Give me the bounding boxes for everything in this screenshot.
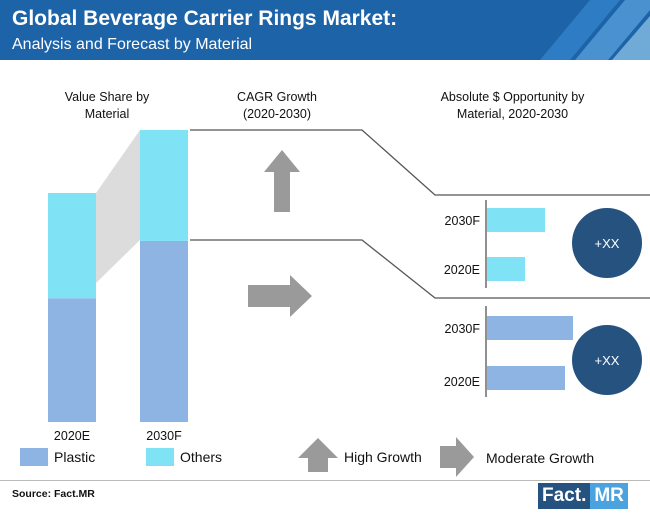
plastic-2030f-label: 2030F — [444, 322, 480, 336]
stack-connector — [96, 130, 140, 283]
plastic-opportunity-badge: +XX — [572, 325, 642, 395]
lower-connector-line — [190, 239, 650, 299]
header-banner: Global Beverage Carrier Rings Market: An… — [0, 0, 650, 60]
footer-divider — [0, 480, 650, 481]
cagr-heading: CAGR Growth (2020-2030) — [237, 90, 317, 121]
legend-moderate-growth-arrow — [440, 437, 474, 477]
bar-2020e-others — [48, 193, 96, 299]
legend-high-growth-arrow — [298, 438, 338, 472]
others-opportunity-badge: +XX — [572, 208, 642, 278]
hbar-others-2020e — [487, 257, 525, 281]
opportunity-heading: Absolute $ Opportunity by Material, 2020… — [440, 90, 585, 121]
bar-2030f-others — [140, 130, 188, 241]
chart-title: Global Beverage Carrier Rings Market: — [12, 7, 398, 30]
bar-2020e-plastic — [48, 298, 96, 422]
hbar-others-2030f — [487, 208, 545, 232]
legend-others-swatch — [146, 448, 174, 466]
source-note: Source: Fact.MR — [12, 488, 95, 500]
high-growth-arrow — [264, 150, 300, 212]
header-stripes — [540, 0, 650, 60]
category-label-2020e: 2020E — [53, 429, 91, 443]
chart-subtitle: Analysis and Forecast by Material — [12, 36, 253, 53]
legend-plastic-label: Plastic — [54, 449, 96, 465]
value-share-heading: Value Share by Material — [64, 90, 150, 121]
others-2030f-label: 2030F — [444, 214, 480, 228]
legend-others-label: Others — [180, 449, 223, 465]
legend-plastic-swatch — [20, 448, 48, 466]
hbar-plastic-2030f — [487, 316, 573, 340]
legend-high-growth-label: High Growth — [344, 449, 422, 465]
bar-2030f-plastic — [140, 240, 188, 422]
plastic-2020e-label: 2020E — [443, 375, 480, 389]
hbar-plastic-2020e — [487, 366, 565, 390]
upper-connector-line — [190, 129, 650, 196]
others-2020e-label: 2020E — [443, 263, 480, 277]
logo-mr-text: MR — [590, 483, 628, 509]
legend-moderate-growth-label: Moderate Growth — [486, 450, 595, 466]
moderate-growth-arrow — [248, 275, 312, 317]
logo-fact-text: Fact. — [538, 483, 591, 509]
factmr-logo: Fact. MR — [538, 483, 636, 509]
category-label-2030f: 2030F — [146, 429, 182, 443]
